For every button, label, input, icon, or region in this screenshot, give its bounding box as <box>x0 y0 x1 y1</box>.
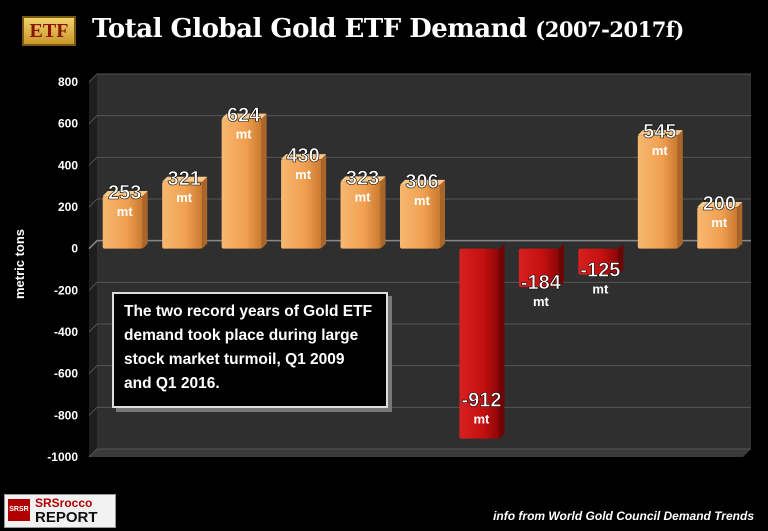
data-label: -125 <box>580 260 620 282</box>
bar-front <box>637 135 678 249</box>
data-label: -184 <box>521 272 562 294</box>
srsrocco-report-logo: SRSR SRSrocco REPORT <box>4 494 116 528</box>
bar-2011 <box>340 176 386 249</box>
title-sub: (2007-2017f) <box>535 17 684 42</box>
bar-front <box>459 248 500 439</box>
y-axis-title: metric tons <box>12 229 27 299</box>
bar-front <box>578 248 619 275</box>
bar-2009 <box>221 113 267 249</box>
bar-top <box>221 113 267 119</box>
etf-logo: ETF <box>22 16 76 46</box>
bar-side <box>142 190 148 249</box>
bar-2017f <box>697 202 743 249</box>
gridline <box>88 115 751 125</box>
data-unit-label: mt <box>474 412 491 427</box>
bar-front <box>697 207 738 249</box>
bar-side <box>202 176 208 249</box>
data-unit-label: mt <box>176 190 193 205</box>
data-label: 545 <box>643 121 676 143</box>
gridline <box>88 198 751 208</box>
y-tick-label: 400 <box>58 158 78 172</box>
bar-2015 <box>578 243 624 275</box>
bar-top <box>102 190 148 196</box>
bar-side <box>558 243 564 287</box>
y-tick-label: 800 <box>58 75 78 89</box>
gridline <box>88 406 751 416</box>
data-unit-label: mt <box>711 215 728 230</box>
data-label: 253 <box>108 182 141 204</box>
data-label: 306 <box>405 171 438 193</box>
y-tick-label: 200 <box>58 200 78 214</box>
bar-2014 <box>518 243 564 287</box>
bar-2013 <box>459 243 505 439</box>
y-tick-label: -1000 <box>47 450 78 464</box>
bar-top <box>637 130 683 136</box>
bar-top <box>340 176 386 182</box>
data-unit-label: mt <box>295 167 312 182</box>
bar-side <box>618 243 624 275</box>
data-label: 430 <box>286 145 319 167</box>
bar-front <box>281 159 322 249</box>
bar-side <box>380 176 386 249</box>
gridline <box>88 365 751 375</box>
gridline <box>88 448 751 458</box>
y-tick-label: 0 <box>71 242 78 256</box>
bar-front <box>221 118 262 249</box>
data-label: -912 <box>461 390 501 412</box>
data-unit-label: mt <box>355 189 372 204</box>
bar-side <box>440 179 445 249</box>
y-tick-label: -200 <box>54 283 78 297</box>
bar-front <box>162 181 203 249</box>
bar-2010 <box>281 154 327 249</box>
bar-front <box>518 248 559 287</box>
srsrocco-brand-top: SRSrocco <box>35 496 93 510</box>
bar-2008 <box>162 176 208 249</box>
srsrocco-brand-bottom: REPORT <box>35 509 98 526</box>
bar-front <box>102 195 143 249</box>
bar-2016 <box>637 130 683 249</box>
chart-title: Total Global Gold ETF Demand (2007-2017f… <box>92 14 684 44</box>
y-tick-label: -400 <box>54 325 78 339</box>
data-unit-label: mt <box>236 127 253 142</box>
data-label: 323 <box>346 167 379 189</box>
y-tick-label: 600 <box>58 117 78 131</box>
bar-front <box>340 181 381 249</box>
bar-top <box>281 154 327 160</box>
y-tick-label: -600 <box>54 367 78 381</box>
srsrocco-badge-icon: SRSR <box>8 499 30 521</box>
y-tick-label: -800 <box>54 408 78 422</box>
gridline <box>88 239 751 250</box>
bar-top <box>697 202 743 207</box>
data-unit-label: mt <box>117 204 134 219</box>
bar-side <box>321 154 327 249</box>
gridline <box>88 156 751 166</box>
gridline <box>88 73 751 83</box>
source-note: info from World Gold Council Demand Tren… <box>493 509 754 523</box>
bar-side <box>677 130 683 249</box>
bar-side <box>261 113 267 249</box>
plot-side-wall <box>89 74 97 457</box>
bars <box>102 113 743 439</box>
data-label: 321 <box>167 168 200 190</box>
bar-front <box>400 184 440 249</box>
annotation-box: The two record years of Gold ETF demand … <box>112 292 388 408</box>
bar-top <box>400 179 445 185</box>
title-main: Total Global Gold ETF Demand <box>92 14 527 44</box>
bar-2007 <box>102 190 148 249</box>
data-unit-label: mt <box>533 294 550 309</box>
plot-floor <box>89 449 751 457</box>
y-axis: -1000 -800 -600 -400 -200 0 200 400 600 800 <box>47 75 78 464</box>
bar-side <box>499 243 505 439</box>
data-unit-label: mt <box>414 193 431 208</box>
gridline <box>88 323 751 333</box>
header: ETF Total Global Gold ETF Demand (2007-2… <box>0 0 768 62</box>
data-unit-label: mt <box>652 143 669 158</box>
bar-2012 <box>400 179 445 249</box>
data-label: 624 <box>227 105 261 127</box>
bar-top <box>162 176 208 182</box>
data-unit-label: mt <box>592 282 609 297</box>
data-label: 200 <box>703 193 736 215</box>
bar-side <box>737 202 743 249</box>
